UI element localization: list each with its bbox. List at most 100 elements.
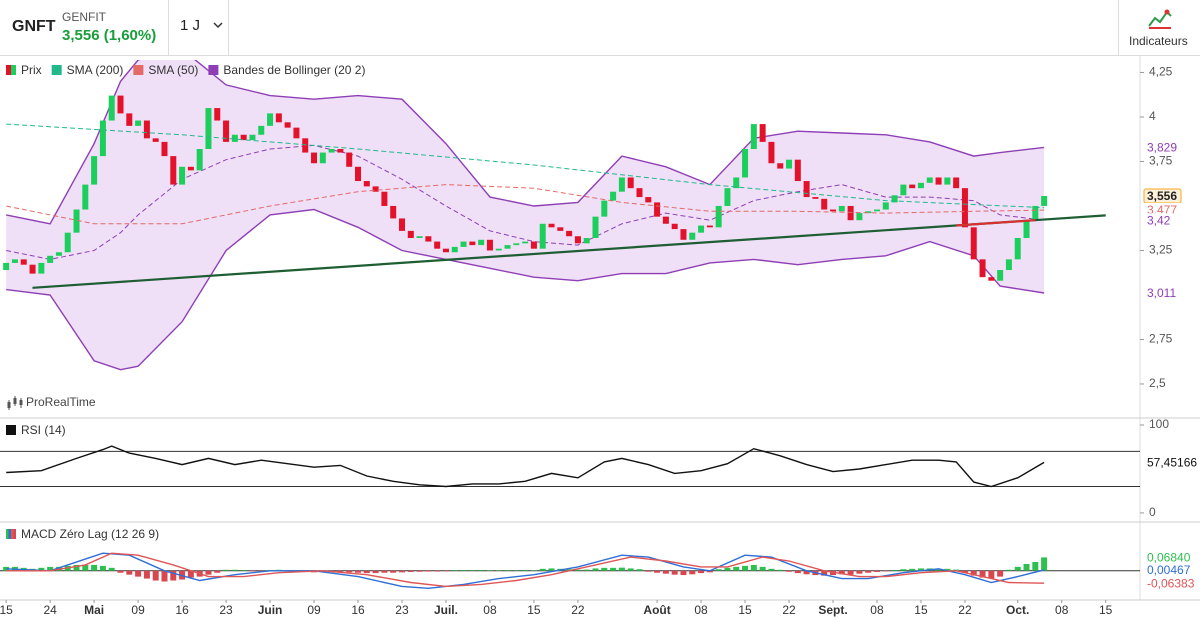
x-tick-label: Oct. — [1006, 603, 1029, 617]
histogram-bar — [486, 570, 493, 571]
last-value-box — [1144, 213, 1175, 228]
divider — [228, 0, 229, 55]
legend-label: SMA (200) — [67, 63, 124, 77]
candle — [777, 163, 784, 169]
histogram-bar — [398, 570, 405, 573]
candle — [311, 152, 318, 164]
x-tick-label: 15 — [914, 603, 928, 617]
histogram-bar — [803, 570, 810, 575]
candle — [143, 120, 150, 139]
candle — [55, 252, 62, 256]
histogram-bar — [856, 570, 863, 574]
candle — [99, 120, 106, 157]
histogram-bar — [865, 570, 872, 573]
histogram-bar — [73, 564, 80, 571]
period[interactable]: 1 J — [180, 17, 201, 34]
line — [6, 552, 1045, 590]
histogram-bar — [143, 570, 150, 579]
candle — [680, 229, 687, 240]
indicators-button[interactable]: Indicateurs — [1119, 0, 1200, 55]
histogram-bar — [627, 568, 634, 571]
candle — [398, 218, 405, 231]
candle — [108, 95, 115, 121]
candle — [223, 120, 230, 142]
legend-swatch — [6, 425, 16, 435]
histogram-bar — [47, 566, 54, 571]
candle — [205, 108, 212, 149]
x-tick-label: 22 — [571, 603, 585, 617]
candle — [117, 95, 124, 114]
candle — [1041, 195, 1048, 206]
y-tick-label: 4,25 — [1149, 65, 1173, 79]
candle — [548, 223, 555, 228]
candle — [161, 141, 168, 157]
y-tick-label: 3,75 — [1149, 154, 1173, 168]
histogram-bar — [38, 567, 45, 571]
legend-swatch — [11, 529, 14, 539]
histogram-bar — [698, 570, 705, 574]
quote: 3,556 (1,60%) — [62, 27, 157, 44]
candle — [504, 245, 511, 249]
histogram-bar — [909, 568, 916, 571]
histogram-bar — [882, 570, 889, 572]
histogram-bar — [530, 570, 537, 571]
bollinger-lower — [6, 208, 1045, 371]
candle — [407, 230, 414, 238]
candle — [856, 213, 863, 221]
candle — [73, 209, 80, 233]
indicators-label[interactable]: Indicateurs — [1129, 34, 1188, 48]
candle — [768, 141, 775, 164]
plot-area — [3, 60, 1106, 371]
legend-swatch — [6, 529, 9, 539]
last-value-box — [1144, 455, 1200, 470]
candle — [390, 205, 397, 219]
histogram-bar — [618, 567, 625, 571]
candle — [425, 236, 432, 242]
x-tick-label: Juil. — [434, 603, 458, 617]
histogram-bar — [794, 570, 801, 574]
histogram-bar — [671, 570, 678, 575]
histogram-bar — [126, 570, 133, 575]
legend-swatch — [11, 65, 16, 75]
histogram-bar — [372, 570, 379, 574]
histogram-bar — [381, 570, 388, 573]
trendline — [956, 219, 1036, 227]
x-tick-label: 09 — [307, 603, 321, 617]
histogram-bar — [759, 566, 766, 571]
last-value-box — [1144, 286, 1181, 301]
indicators-icon[interactable] — [1147, 6, 1173, 30]
candle — [926, 177, 933, 183]
histogram-bar — [715, 569, 722, 571]
x-tick-label: 09 — [131, 603, 145, 617]
candle — [284, 122, 291, 128]
candle — [583, 238, 590, 244]
candle — [179, 166, 186, 185]
x-tick-label: 15 — [738, 603, 752, 617]
line — [6, 123, 1045, 209]
candle — [91, 156, 98, 185]
candle — [662, 216, 669, 224]
histogram-bar — [979, 570, 986, 578]
period-select[interactable]: 1 J — [180, 17, 224, 34]
candle — [513, 243, 520, 246]
legend-label: SMA (50) — [148, 63, 198, 77]
histogram-bar — [390, 570, 397, 573]
candle — [478, 239, 485, 246]
candle — [372, 186, 379, 192]
candle — [654, 202, 661, 217]
candle — [1014, 238, 1021, 260]
dropdown-caret[interactable] — [212, 20, 224, 30]
candle — [786, 159, 793, 169]
histogram-bar — [249, 570, 256, 572]
candle — [522, 241, 529, 244]
histogram-bar — [891, 569, 898, 571]
histogram-bar — [601, 567, 608, 571]
histogram-bar — [451, 570, 458, 571]
candle — [645, 197, 652, 203]
watermark-icon — [7, 396, 23, 410]
y-tick-label: 3,25 — [1149, 243, 1173, 257]
histogram-bar — [548, 568, 555, 571]
histogram-bar — [117, 570, 124, 573]
histogram-bar — [152, 570, 159, 581]
